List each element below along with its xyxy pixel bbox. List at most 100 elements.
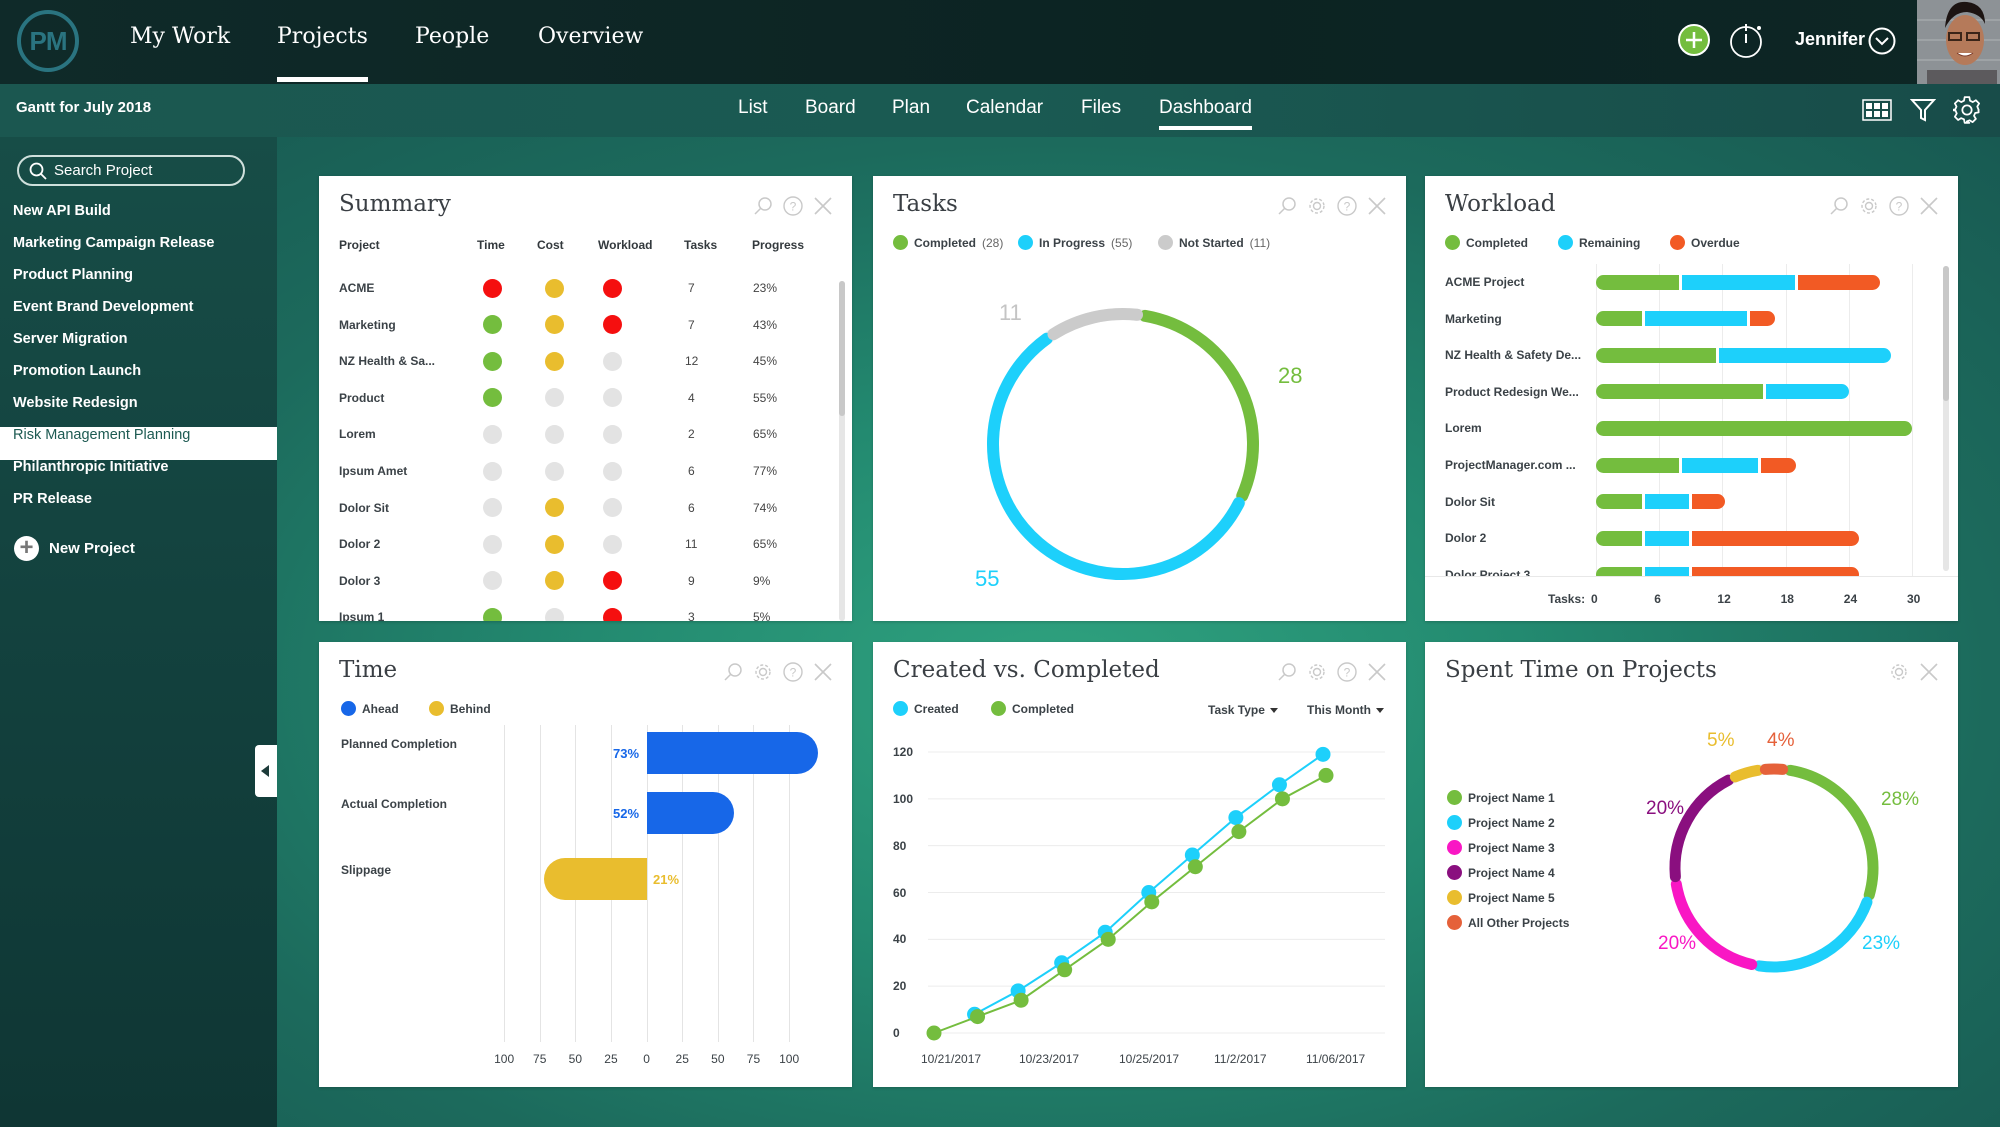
- bar-completed[interactable]: [1596, 347, 1716, 363]
- legend-item[interactable]: Completed: [1445, 235, 1528, 250]
- sidebar-item[interactable]: Promotion Launch: [13, 363, 142, 379]
- settings-gear-icon[interactable]: [1858, 195, 1880, 217]
- column-header[interactable]: Time: [477, 238, 505, 252]
- task-type-dropdown[interactable]: Task Type: [1208, 703, 1278, 717]
- help-icon[interactable]: ?: [1336, 661, 1358, 683]
- collapse-sidebar-button[interactable]: [255, 745, 277, 797]
- bar-completed[interactable]: [1596, 530, 1642, 546]
- bar-remaining[interactable]: [1681, 457, 1758, 473]
- search-icon[interactable]: [1276, 661, 1298, 683]
- help-icon[interactable]: ?: [1336, 195, 1358, 217]
- tab-calendar[interactable]: Calendar: [966, 97, 1044, 118]
- bar-remaining[interactable]: [1644, 530, 1690, 546]
- bar-overdue[interactable]: [1797, 274, 1881, 290]
- legend-item[interactable]: Project Name 4: [1447, 865, 1555, 880]
- sidebar-item[interactable]: Philanthropic Initiative: [13, 459, 169, 475]
- close-icon[interactable]: [812, 195, 834, 217]
- nav-overview[interactable]: Overview: [538, 24, 644, 49]
- close-icon[interactable]: [1366, 195, 1388, 217]
- tab-board[interactable]: Board: [805, 97, 856, 118]
- bar-remaining[interactable]: [1766, 384, 1849, 400]
- legend-item[interactable]: Project Name 5: [1447, 890, 1555, 905]
- column-header[interactable]: Workload: [598, 238, 653, 252]
- add-plus-icon[interactable]: [1678, 24, 1710, 61]
- bar-ahead[interactable]: [647, 792, 734, 834]
- tab-list[interactable]: List: [738, 97, 768, 118]
- settings-gear-icon[interactable]: [1950, 96, 1981, 129]
- sidebar-item[interactable]: Server Migration: [13, 331, 128, 347]
- sidebar-item[interactable]: New API Build: [13, 203, 111, 219]
- legend-item[interactable]: Behind: [429, 701, 491, 716]
- stopwatch-icon[interactable]: [1729, 20, 1765, 65]
- bar-overdue[interactable]: [1692, 530, 1860, 546]
- column-header[interactable]: Progress: [752, 238, 805, 252]
- search-icon[interactable]: [1828, 195, 1850, 217]
- legend-item[interactable]: Completed (28): [893, 235, 1003, 250]
- bar-remaining[interactable]: [1718, 347, 1891, 363]
- bar-completed[interactable]: [1596, 457, 1679, 473]
- scrollbar[interactable]: [839, 281, 845, 621]
- close-icon[interactable]: [1918, 661, 1940, 683]
- bar-remaining[interactable]: [1681, 274, 1795, 290]
- settings-gear-icon[interactable]: [1888, 661, 1910, 683]
- period-dropdown[interactable]: This Month: [1307, 703, 1384, 717]
- bar-overdue[interactable]: [1692, 567, 1860, 576]
- legend-item[interactable]: All Other Projects: [1447, 915, 1569, 930]
- column-header[interactable]: Cost: [537, 238, 564, 252]
- column-header[interactable]: Project: [339, 238, 380, 252]
- nav-my-work[interactable]: My Work: [130, 24, 231, 49]
- help-icon[interactable]: ?: [1888, 195, 1910, 217]
- bar-completed[interactable]: [1596, 384, 1764, 400]
- new-project-button[interactable]: + New Project: [14, 536, 135, 561]
- settings-gear-icon[interactable]: [1306, 661, 1328, 683]
- search-icon[interactable]: [752, 195, 774, 217]
- legend-item[interactable]: Project Name 1: [1447, 790, 1555, 805]
- bar-remaining[interactable]: [1644, 567, 1690, 576]
- bar-completed[interactable]: [1596, 494, 1642, 510]
- bar-ahead[interactable]: [647, 732, 818, 774]
- bar-completed[interactable]: [1596, 311, 1642, 327]
- legend-item[interactable]: Not Started (11): [1158, 235, 1270, 250]
- sidebar-item[interactable]: Risk Management Planning: [0, 427, 277, 460]
- settings-gear-icon[interactable]: [1306, 195, 1328, 217]
- bar-remaining[interactable]: [1644, 494, 1690, 510]
- bar-remaining[interactable]: [1644, 311, 1748, 327]
- sidebar-item[interactable]: PR Release: [13, 491, 92, 507]
- legend-item[interactable]: Project Name 2: [1447, 815, 1555, 830]
- bar-completed[interactable]: [1596, 420, 1912, 436]
- bar-behind[interactable]: [544, 858, 647, 900]
- bar-overdue[interactable]: [1760, 457, 1797, 473]
- tab-files[interactable]: Files: [1081, 97, 1122, 118]
- legend-item[interactable]: Remaining: [1558, 235, 1640, 250]
- user-menu-chevron-icon[interactable]: [1868, 27, 1896, 60]
- filter-icon[interactable]: [1909, 97, 1937, 128]
- sidebar-item[interactable]: Marketing Campaign Release: [13, 235, 215, 251]
- close-icon[interactable]: [1918, 195, 1940, 217]
- user-name[interactable]: Jennifer: [1795, 29, 1866, 49]
- grid-view-icon[interactable]: [1862, 99, 1892, 126]
- legend-item[interactable]: Ahead: [341, 701, 399, 716]
- tab-dashboard[interactable]: Dashboard: [1159, 97, 1252, 130]
- close-icon[interactable]: [812, 661, 834, 683]
- sidebar-item[interactable]: Event Brand Development: [13, 299, 194, 315]
- settings-gear-icon[interactable]: [752, 661, 774, 683]
- column-header[interactable]: Tasks: [684, 238, 718, 252]
- legend-item[interactable]: Completed: [991, 701, 1074, 716]
- close-icon[interactable]: [1366, 661, 1388, 683]
- legend-item[interactable]: Created: [893, 701, 959, 716]
- bar-completed[interactable]: [1596, 274, 1679, 290]
- tab-plan[interactable]: Plan: [892, 97, 931, 118]
- bar-completed[interactable]: [1596, 567, 1642, 576]
- search-icon[interactable]: [722, 661, 744, 683]
- help-icon[interactable]: ?: [782, 195, 804, 217]
- search-project-input[interactable]: Search Project: [17, 155, 245, 186]
- nav-people[interactable]: People: [415, 24, 490, 49]
- legend-item[interactable]: In Progress (55): [1018, 235, 1132, 250]
- sidebar-item[interactable]: Website Redesign: [13, 395, 138, 411]
- legend-item[interactable]: Overdue: [1670, 235, 1740, 250]
- scrollbar[interactable]: [1943, 266, 1949, 571]
- nav-projects[interactable]: Projects: [277, 24, 368, 82]
- bar-overdue[interactable]: [1692, 494, 1725, 510]
- user-avatar[interactable]: [1917, 0, 2000, 84]
- bar-overdue[interactable]: [1750, 311, 1776, 327]
